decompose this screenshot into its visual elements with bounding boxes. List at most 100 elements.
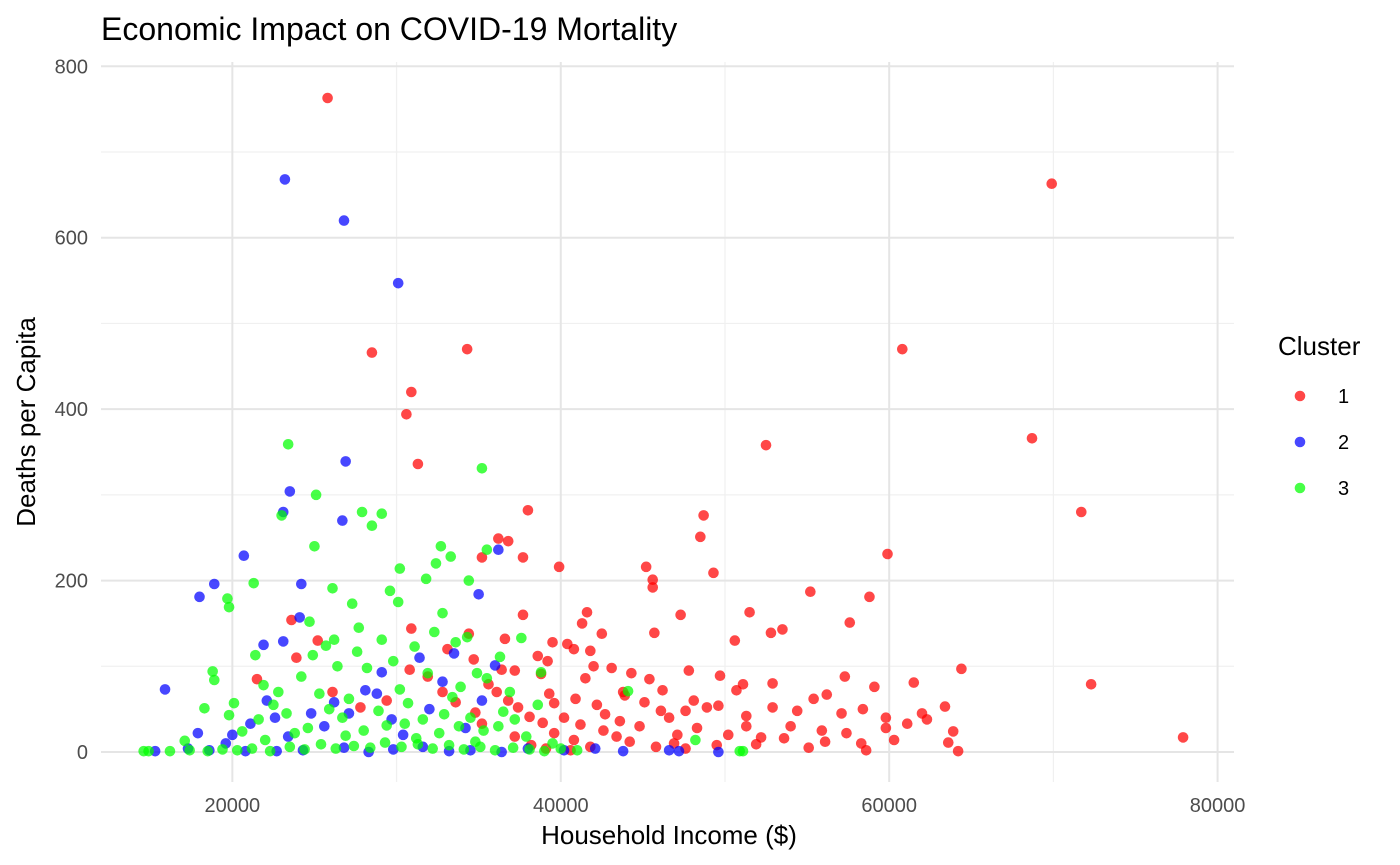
data-point-cluster-3 — [217, 744, 228, 755]
data-point-cluster-3 — [420, 573, 432, 585]
data-point-cluster-1 — [1075, 506, 1087, 518]
y-tick-label: 0 — [77, 742, 88, 764]
data-point-cluster-3 — [236, 726, 248, 737]
data-point-cluster-3 — [179, 735, 191, 747]
data-point-cluster-3 — [381, 720, 393, 731]
legend-key-1 — [1294, 390, 1306, 402]
data-point-cluster-2 — [245, 718, 256, 730]
data-point-cluster-3 — [435, 540, 447, 552]
data-point-cluster-1 — [663, 712, 675, 724]
data-point-cluster-3 — [455, 681, 466, 693]
data-point-cluster-1 — [606, 662, 617, 674]
data-point-cluster-3 — [555, 743, 567, 754]
data-point-cluster-3 — [323, 703, 335, 715]
data-point-cluster-3 — [315, 738, 327, 750]
y-tick-label: 600 — [55, 228, 88, 250]
data-point-cluster-2 — [296, 578, 307, 590]
data-point-cluster-3 — [253, 714, 264, 725]
data-point-cluster-1 — [819, 736, 831, 748]
data-point-cluster-1 — [897, 343, 908, 355]
data-point-cluster-1 — [816, 725, 828, 736]
data-point-cluster-1 — [691, 722, 703, 734]
data-point-cluster-1 — [286, 614, 297, 626]
data-point-cluster-2 — [338, 742, 350, 754]
y-axis-ticks: 0 200 400 600 800 — [55, 56, 88, 764]
data-point-cluster-3 — [463, 575, 475, 586]
data-point-cluster-2 — [269, 712, 281, 724]
data-point-cluster-1 — [1026, 432, 1038, 444]
x-tick-label: 60000 — [861, 795, 917, 817]
data-point-cluster-1 — [547, 636, 558, 648]
data-point-cluster-1 — [1046, 178, 1058, 190]
data-point-cluster-3 — [399, 718, 411, 730]
data-point-cluster-1 — [657, 684, 668, 696]
data-point-cluster-1 — [808, 693, 819, 705]
data-point-cluster-3 — [284, 741, 296, 753]
grid — [101, 62, 1234, 782]
data-point-cluster-3 — [532, 699, 544, 711]
x-tick-label: 20000 — [205, 795, 261, 817]
data-point-cluster-3 — [475, 741, 486, 753]
data-point-cluster-1 — [647, 582, 659, 593]
data-point-cluster-3 — [223, 601, 235, 613]
data-point-cluster-3 — [332, 660, 343, 672]
data-point-cluster-2 — [387, 744, 399, 755]
data-point-cluster-3 — [376, 634, 388, 646]
data-point-cluster-2 — [284, 486, 296, 497]
data-point-cluster-1 — [888, 734, 900, 746]
data-point-cluster-3 — [410, 732, 422, 744]
data-point-cluster-3 — [478, 725, 489, 736]
data-point-cluster-1 — [860, 744, 872, 756]
data-point-cluster-1 — [695, 531, 706, 543]
data-point-cluster-1 — [476, 552, 488, 563]
data-point-cluster-3 — [396, 741, 407, 753]
data-point-cluster-1 — [882, 548, 893, 560]
data-point-cluster-3 — [734, 745, 746, 757]
data-point-cluster-2 — [360, 684, 371, 696]
data-point-cluster-3 — [143, 745, 154, 757]
y-tick-label: 800 — [55, 56, 88, 78]
data-point-cluster-3 — [438, 708, 450, 720]
data-point-cluster-1 — [864, 591, 875, 603]
data-point-cluster-1 — [581, 606, 593, 618]
data-point-cluster-1 — [649, 627, 660, 639]
data-point-cluster-1 — [713, 700, 724, 712]
data-point-cluster-1 — [714, 670, 726, 682]
data-point-cluster-1 — [624, 736, 636, 748]
data-point-cluster-3 — [356, 506, 368, 518]
data-point-cluster-3 — [327, 582, 338, 594]
data-point-cluster-1 — [406, 386, 417, 398]
data-point-cluster-1 — [947, 726, 959, 737]
data-point-cluster-3 — [458, 744, 470, 755]
data-point-cluster-3 — [258, 679, 269, 691]
data-point-cluster-3 — [394, 684, 406, 695]
data-point-cluster-2 — [448, 648, 460, 659]
chart-title: Economic Impact on COVID-19 Mortality — [101, 11, 677, 47]
data-point-cluster-3 — [353, 622, 365, 634]
data-point-cluster-3 — [429, 626, 440, 638]
data-point-cluster-1 — [517, 552, 529, 563]
data-point-cluster-3 — [328, 634, 340, 646]
data-point-cluster-1 — [509, 665, 521, 676]
data-point-cluster-2 — [279, 174, 291, 185]
data-point-cluster-2 — [258, 639, 269, 651]
data-point-cluster-1 — [839, 671, 851, 682]
data-point-cluster-1 — [634, 720, 645, 732]
data-point-cluster-1 — [880, 722, 892, 734]
data-point-cluster-1 — [880, 712, 892, 724]
data-point-cluster-1 — [777, 624, 788, 635]
data-point-cluster-1 — [512, 702, 524, 713]
data-point-cluster-1 — [760, 439, 772, 451]
legend-label-2: 2 — [1338, 432, 1349, 454]
data-point-cluster-1 — [502, 535, 514, 547]
x-tick-label: 80000 — [1190, 795, 1246, 817]
data-point-cluster-1 — [765, 627, 777, 639]
data-point-cluster-2 — [489, 660, 501, 671]
data-point-cluster-1 — [499, 633, 511, 645]
legend: Cluster 1 2 3 — [1278, 331, 1361, 500]
data-point-cluster-1 — [741, 710, 752, 722]
data-point-cluster-3 — [516, 632, 527, 644]
data-point-cluster-3 — [273, 686, 284, 698]
data-point-cluster-3 — [430, 558, 442, 569]
data-point-cluster-3 — [164, 745, 176, 757]
